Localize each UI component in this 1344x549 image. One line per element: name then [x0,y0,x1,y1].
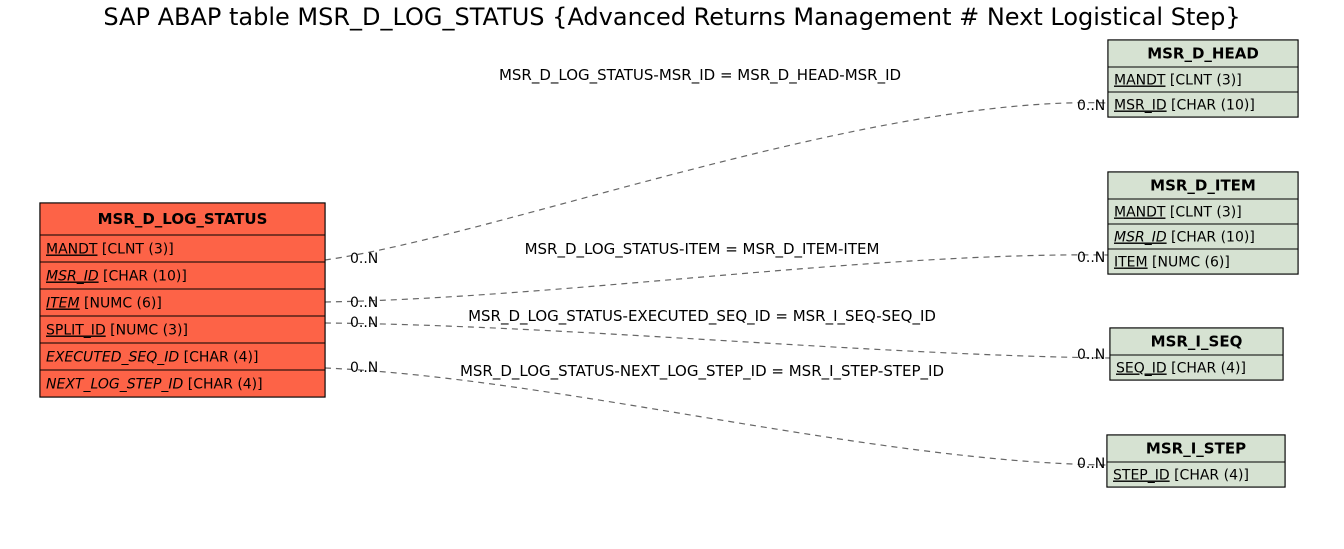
edge-src-card-1: 0..N [350,295,378,311]
edge-0 [325,103,1108,260]
ref-table-3-row-label-0: STEP_ID [CHAR (4)] [1113,468,1249,484]
ref-table-0-title: MSR_D_HEAD [1147,45,1259,63]
main-table-row-label-4: EXECUTED_SEQ_ID [CHAR (4)] [46,350,258,366]
edge-1 [325,255,1108,302]
edge-dst-card-2: 0..N [1077,347,1105,363]
edge-dst-card-3: 0..N [1077,456,1105,472]
main-table-title: MSR_D_LOG_STATUS [98,210,268,228]
ref-table-1-row-label-2: ITEM [NUMC (6)] [1114,255,1230,271]
edge-label-3: MSR_D_LOG_STATUS-NEXT_LOG_STEP_ID = MSR_… [460,362,944,381]
ref-table-1-title: MSR_D_ITEM [1150,177,1256,195]
main-table-row-label-1: MSR_ID [CHAR (10)] [46,269,187,285]
edge-label-0: MSR_D_LOG_STATUS-MSR_ID = MSR_D_HEAD-MSR… [499,66,901,85]
main-table-row-label-2: ITEM [NUMC (6)] [46,296,162,312]
edge-label-2: MSR_D_LOG_STATUS-EXECUTED_SEQ_ID = MSR_I… [468,307,936,326]
main-table-row-label-0: MANDT [CLNT (3)] [46,242,174,258]
ref-table-1-row-label-0: MANDT [CLNT (3)] [1114,205,1242,221]
edge-2 [325,323,1110,358]
edge-3 [325,368,1107,465]
edge-src-card-2: 0..N [350,315,378,331]
ref-table-2-row-label-0: SEQ_ID [CHAR (4)] [1116,361,1246,377]
edge-dst-card-1: 0..N [1077,250,1105,266]
page-title: SAP ABAP table MSR_D_LOG_STATUS {Advance… [103,3,1240,31]
edge-src-card-3: 0..N [350,360,378,376]
main-table-row-label-3: SPLIT_ID [NUMC (3)] [46,323,188,339]
ref-table-2-title: MSR_I_SEQ [1151,333,1243,351]
edge-dst-card-0: 0..N [1077,98,1105,114]
main-table-row-label-5: NEXT_LOG_STEP_ID [CHAR (4)] [46,377,263,393]
ref-table-3-title: MSR_I_STEP [1146,440,1246,458]
ref-table-0-row-label-0: MANDT [CLNT (3)] [1114,73,1242,89]
edge-src-card-0: 0..N [350,251,378,267]
ref-table-0-row-label-1: MSR_ID [CHAR (10)] [1114,98,1255,114]
edge-label-1: MSR_D_LOG_STATUS-ITEM = MSR_D_ITEM-ITEM [525,240,880,259]
ref-table-1-row-label-1: MSR_ID [CHAR (10)] [1114,230,1255,246]
